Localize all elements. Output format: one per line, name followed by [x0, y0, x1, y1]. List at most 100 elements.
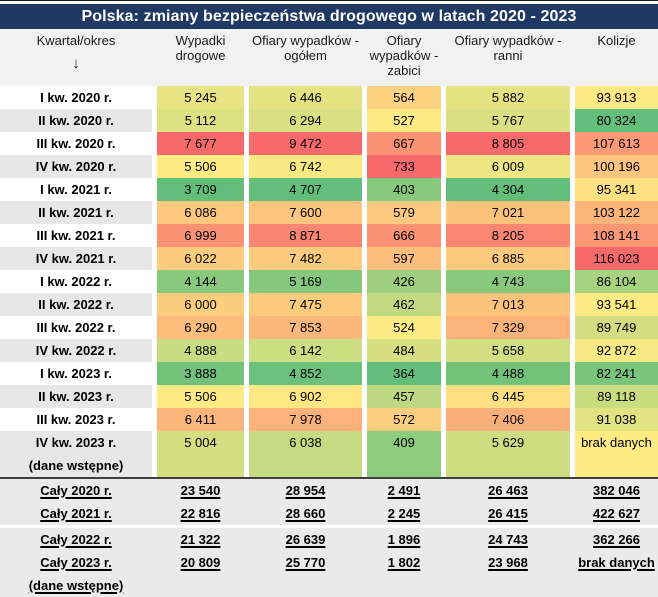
quarter-rows-section: I kw. 2020 r. 5 245 6 446 564 5 882 93 913 II … — [0, 86, 658, 477]
value-cell: 6 142 — [249, 339, 362, 362]
value-cell: 5 506 — [157, 385, 244, 408]
value-cell: 4 488 — [446, 362, 570, 385]
value-cell: 426 — [367, 270, 441, 293]
value-cell: 6 411 — [157, 408, 244, 431]
period-label-cell: I kw. 2022 r. — [0, 270, 152, 293]
value-cell: 2 491 — [387, 483, 421, 498]
period-label-cell: III kw. 2020 r. — [0, 132, 152, 155]
value-cell: 6 742 — [249, 155, 362, 178]
total-row: Cały 2022 r. 21 322 26 639 1 896 24 743 362 2… — [0, 528, 658, 551]
totals-group-separator — [0, 525, 658, 528]
value-cell: 1 896 — [387, 532, 421, 547]
value-cell: 28 660 — [285, 506, 326, 521]
value-cell: 6 038 — [249, 431, 362, 477]
value-cell: 7 329 — [446, 316, 570, 339]
value-cell: 5 629 — [446, 431, 570, 477]
quarter-row: III kw. 2020 r. 7 677 9 472 667 8 805 107 613 — [0, 132, 658, 155]
value-cell: 457 — [367, 385, 441, 408]
value-cell: 6 022 — [157, 247, 244, 270]
value-cell: 89 749 — [575, 316, 658, 339]
value-cell: 5 112 — [157, 109, 244, 132]
value-cell: 103 122 — [575, 201, 658, 224]
period-label-cell: IV kw. 2022 r. — [0, 339, 152, 362]
value-cell: 8 805 — [446, 132, 570, 155]
period-label-cell: I kw. 2021 r. — [0, 178, 152, 201]
value-cell: 4 144 — [157, 270, 244, 293]
quarter-row: III kw. 2021 r. 6 999 8 871 666 8 205 108 141 — [0, 224, 658, 247]
quarter-row: III kw. 2022 r. 6 290 7 853 524 7 329 89 749 — [0, 316, 658, 339]
quarter-row: II kw. 2020 r. 5 112 6 294 527 5 767 80 324 — [0, 109, 658, 132]
period-label-cell: II kw. 2020 r. — [0, 109, 152, 132]
value-cell: 7 482 — [249, 247, 362, 270]
value-cell: 28 954 — [285, 483, 326, 498]
period-label-cell: Cały 2021 r. — [40, 506, 112, 521]
total-row: Cały 2021 r. 22 816 28 660 2 245 26 415 422 6… — [0, 502, 658, 525]
value-cell: 6 294 — [249, 109, 362, 132]
value-cell: 597 — [367, 247, 441, 270]
value-cell: 6 445 — [446, 385, 570, 408]
quarter-row: II kw. 2022 r. 6 000 7 475 462 7 013 93 541 — [0, 293, 658, 316]
value-cell: 6 902 — [249, 385, 362, 408]
value-cell: 5 658 — [446, 339, 570, 362]
header-ofiary-ranni: Ofiary wypadków - ranni — [454, 33, 562, 63]
quarter-row: I kw. 2020 r. 5 245 6 446 564 5 882 93 913 — [0, 86, 658, 109]
value-cell: 3 709 — [157, 178, 244, 201]
value-cell: 666 — [367, 224, 441, 247]
value-cell: 26 639 — [285, 532, 326, 547]
quarter-row: II kw. 2023 r. 5 506 6 902 457 6 445 89 118 — [0, 385, 658, 408]
value-cell: 409 — [367, 431, 441, 477]
value-cell: 382 046 — [593, 483, 640, 498]
value-cell: 107 613 — [575, 132, 658, 155]
quarter-row: II kw. 2021 r. 6 086 7 600 579 7 021 103 122 — [0, 201, 658, 224]
value-cell: 733 — [367, 155, 441, 178]
value-cell: 21 322 — [180, 532, 221, 547]
value-cell: 362 266 — [593, 532, 640, 547]
value-cell: 572 — [367, 408, 441, 431]
value-cell: 2 245 — [387, 506, 421, 521]
period-label-cell: IV kw. 2020 r. — [0, 155, 152, 178]
period-label-cell: III kw. 2021 r. — [0, 224, 152, 247]
value-cell: 4 852 — [249, 362, 362, 385]
value-cell: 92 872 — [575, 339, 658, 362]
value-cell: 4 888 — [157, 339, 244, 362]
quarter-row: IV kw. 2021 r. 6 022 7 482 597 6 885 116 023 — [0, 247, 658, 270]
value-cell: 4 707 — [249, 178, 362, 201]
header-kwartal-label: Kwartał/okres — [36, 33, 116, 48]
period-label-cell: I kw. 2023 r. — [0, 362, 152, 385]
period-label-cell: III kw. 2022 r. — [0, 316, 152, 339]
value-cell: 7 677 — [157, 132, 244, 155]
value-cell: 23 968 — [488, 555, 528, 570]
header-ofiary-ogolem: Ofiary wypadków - ogółem — [252, 33, 359, 63]
value-cell: 26 415 — [488, 506, 528, 521]
value-cell: 26 463 — [488, 483, 528, 498]
value-cell: 7 978 — [249, 408, 362, 431]
period-label-cell: I kw. 2020 r. — [0, 86, 152, 109]
quarter-row: IV kw. 2023 r. (dane wstępne) 5 004 6 038 40… — [0, 431, 658, 477]
period-label-cell: IV kw. 2023 r. (dane wstępne) — [0, 431, 152, 477]
value-cell: 95 341 — [575, 178, 658, 201]
period-label-cell: Cały 2023 r. (dane wstępne) — [28, 555, 124, 593]
value-cell: 579 — [367, 201, 441, 224]
value-cell: 4 304 — [446, 178, 570, 201]
no-data-cell: brak danych — [575, 431, 658, 477]
value-cell: 6 009 — [446, 155, 570, 178]
value-cell: 6 885 — [446, 247, 570, 270]
down-arrow-icon: ↓ — [72, 55, 80, 72]
quarter-row: III kw. 2023 r. 6 411 7 978 572 7 406 91 038 — [0, 408, 658, 431]
period-label-cell: II kw. 2021 r. — [0, 201, 152, 224]
value-cell: 667 — [367, 132, 441, 155]
value-cell: 422 627 — [593, 506, 640, 521]
value-cell: 9 472 — [249, 132, 362, 155]
top-border — [0, 0, 658, 1]
value-cell: 7 853 — [249, 316, 362, 339]
quarter-row: I kw. 2023 r. 3 888 4 852 364 4 488 82 241 — [0, 362, 658, 385]
value-cell: 25 770 — [285, 555, 326, 570]
quarter-row: IV kw. 2020 r. 5 506 6 742 733 6 009 100 196 — [0, 155, 658, 178]
value-cell: 7 600 — [249, 201, 362, 224]
value-cell: 8 871 — [249, 224, 362, 247]
value-cell: 462 — [367, 293, 441, 316]
value-cell: 6 446 — [249, 86, 362, 109]
value-cell: 527 — [367, 109, 441, 132]
value-cell: 524 — [367, 316, 441, 339]
